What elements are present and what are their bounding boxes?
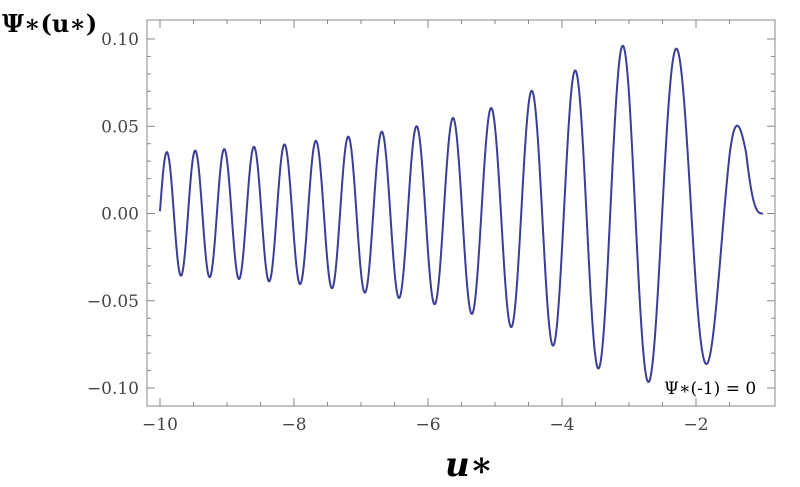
series-line — [159, 44, 763, 383]
x-axis-label: u∗ — [445, 445, 493, 485]
x-tick-label: −10 — [142, 415, 178, 435]
y-tick-label: −0.10 — [87, 379, 139, 399]
y-tick-label: 0.05 — [101, 117, 139, 137]
x-tick-label: −8 — [281, 415, 306, 435]
y-axis-label: Ψ∗(u∗) — [2, 9, 97, 38]
y-tick-labels: 0.10 0.05 0.00 −0.05 −0.10 — [87, 30, 139, 399]
y-tick-label: 0.00 — [101, 205, 139, 225]
x-tick-labels: −10 −8 −6 −4 −2 — [142, 415, 708, 435]
x-tick-label: −6 — [415, 415, 440, 435]
y-tick-label: 0.10 — [101, 30, 139, 50]
plot-frame — [146, 19, 776, 407]
y-tick-label: −0.05 — [87, 292, 139, 312]
boundary-condition-annotation: Ψ∗(-1) = 0 — [664, 379, 756, 399]
x-tick-label: −4 — [549, 415, 574, 435]
axis-ticks — [147, 20, 775, 406]
x-tick-label: −2 — [683, 415, 708, 435]
